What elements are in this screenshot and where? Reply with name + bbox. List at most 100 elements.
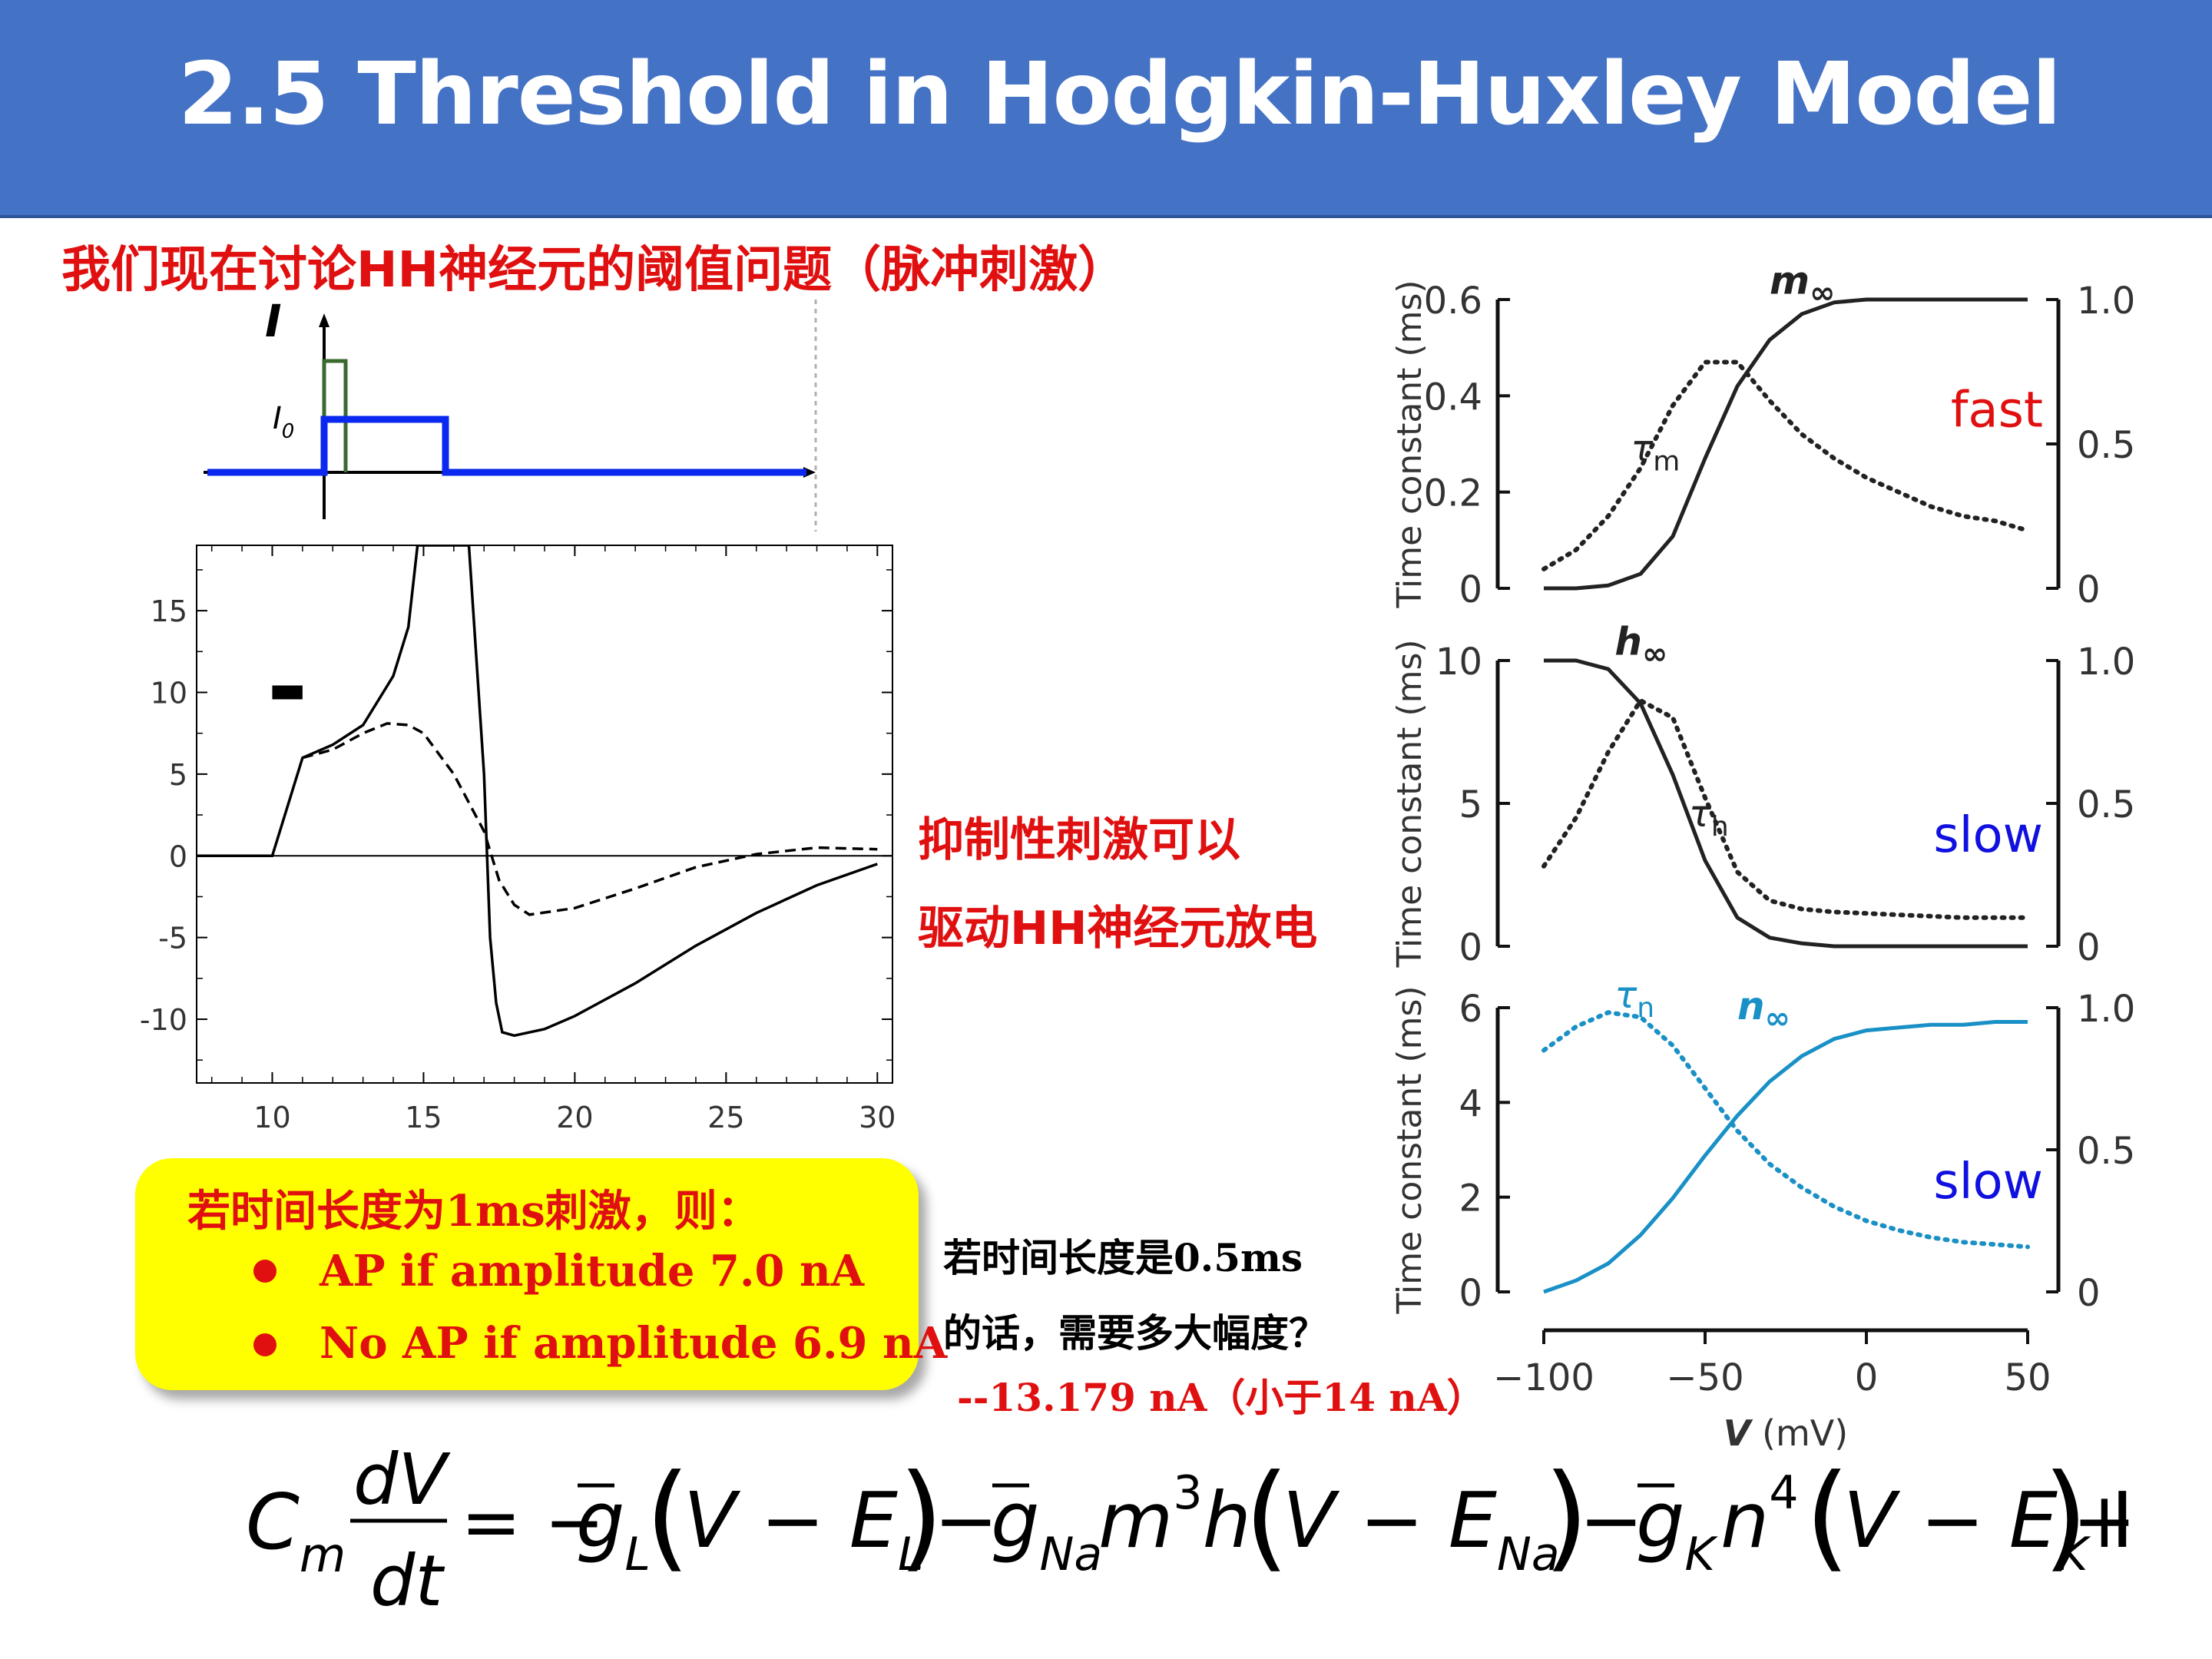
i0-label: I0 bbox=[273, 401, 294, 443]
x-tick-label: −50 bbox=[1666, 1356, 1743, 1399]
svg-text:V − EL: V − EL bbox=[684, 1475, 923, 1581]
steady-state-curve bbox=[1544, 658, 2028, 949]
title-bar: 2.5 Threshold in Hodgkin-Huxley Model bbox=[0, 0, 2212, 218]
eq-denominator: dt bbox=[370, 1540, 445, 1622]
steady-state-curve bbox=[1543, 1020, 2028, 1294]
right-tick-label: 0.5 bbox=[2077, 783, 2135, 826]
x-tick-label: 10 bbox=[253, 1101, 290, 1134]
y-axis-label: Time constant (ms) bbox=[1390, 985, 1429, 1314]
time-constant-curve bbox=[1541, 1010, 2030, 1250]
x-tick-label: 30 bbox=[859, 1101, 896, 1134]
svg-text:V − EK: V − EK bbox=[1843, 1475, 2091, 1581]
svg-text:Cm: Cm bbox=[246, 1477, 346, 1583]
left-tick-label: 10 bbox=[1435, 641, 1482, 684]
stimulus-diagram: I I0 bbox=[204, 295, 817, 531]
svg-text:gNa: gNa bbox=[991, 1475, 1102, 1581]
threshold-callout: 若时间长度为1ms刺激，则： AP if amplitude 7.0 nA No… bbox=[135, 1158, 947, 1390]
right-tick-label: 0.5 bbox=[2077, 424, 2135, 467]
svg-text:−: − bbox=[934, 1475, 998, 1565]
left-tick-label: 0 bbox=[1459, 926, 1482, 969]
voltage-series-solid bbox=[197, 545, 878, 1038]
plot-frame bbox=[196, 545, 893, 1084]
x-tick-label: −100 bbox=[1493, 1356, 1594, 1399]
callout-head: 若时间长度为1ms刺激，则： bbox=[187, 1186, 760, 1237]
right-tick-label: 1.0 bbox=[2077, 988, 2135, 1031]
svg-text:(: ( bbox=[645, 1450, 690, 1584]
right-tick-label: 0 bbox=[2077, 568, 2101, 611]
gating-panel-3: 6 4 2 0 1.0 0.5 0 Time constant (ms) n∞ τn slow bbox=[1390, 974, 2135, 1315]
question-line1: 若时间长度是0.5ms bbox=[943, 1235, 1303, 1280]
right-tick-label: 0.5 bbox=[2077, 1130, 2135, 1173]
y-tick-label: 5 bbox=[169, 758, 187, 792]
bullet-dot bbox=[253, 1333, 276, 1356]
callout-bullet-2: No AP if amplitude 6.9 nA bbox=[320, 1318, 948, 1369]
svg-text:m3h: m3h bbox=[1098, 1466, 1251, 1565]
svg-text:+ I: + I bbox=[2072, 1475, 2135, 1565]
steady-state-label: h∞ bbox=[1614, 620, 1667, 672]
svg-text:): ) bbox=[899, 1450, 944, 1584]
long-pulse bbox=[207, 416, 806, 476]
answer-text: --13.179 nA（小于14 nA） bbox=[957, 1375, 1485, 1420]
hh-equation: Cm dV dt = − gL ( V − EL ) − gNa m3h ( V… bbox=[246, 1439, 2135, 1622]
svg-text:gK: gK bbox=[1636, 1475, 1718, 1581]
eq-c-sub: m bbox=[300, 1527, 346, 1583]
left-tick-label: 0.4 bbox=[1424, 376, 1482, 419]
left-tick-label: 5 bbox=[1459, 783, 1482, 826]
inhibit-note-line1: 抑制性刺激可以 bbox=[918, 813, 1240, 867]
voltage-trace-plot: 15 10 5 0 -5 -10 10 15 20 25 30 bbox=[140, 545, 896, 1134]
svg-text:−: − bbox=[1579, 1475, 1644, 1565]
x-tick-label: 20 bbox=[556, 1101, 593, 1134]
speed-label: slow bbox=[1933, 1154, 2043, 1210]
steady-state-label: m∞ bbox=[1770, 258, 1835, 310]
time-constant-label: τn bbox=[1614, 974, 1654, 1024]
time-constant-label: τh bbox=[1689, 793, 1729, 843]
svg-text:V − ENa: V − ENa bbox=[1283, 1475, 1560, 1581]
left-tick-label: 0.6 bbox=[1424, 280, 1482, 323]
svg-text:): ) bbox=[1544, 1450, 1589, 1584]
eq-c: C bbox=[246, 1477, 300, 1567]
y-tick-label: -10 bbox=[140, 1003, 187, 1037]
y-tick-label: 10 bbox=[151, 676, 187, 710]
right-tick-label: 0 bbox=[2077, 926, 2101, 969]
y-axis-label: Time constant (ms) bbox=[1390, 639, 1429, 968]
eq-equals: = − bbox=[461, 1481, 604, 1565]
inhibit-note-line2: 驱动HH神经元放电 bbox=[918, 902, 1318, 955]
svg-text:(: ( bbox=[1805, 1450, 1850, 1584]
gating-panel-1: 0.6 0.4 0.2 0 1.0 0.5 0 Time constant (ms) m∞ τm f… bbox=[1390, 258, 2135, 611]
speed-label: fast bbox=[1951, 382, 2043, 439]
right-tick-label: 1.0 bbox=[2077, 641, 2135, 684]
svg-text:gL: gL bbox=[576, 1475, 651, 1581]
left-tick-label: 2 bbox=[1459, 1177, 1482, 1220]
callout-bullet-1: AP if amplitude 7.0 nA bbox=[320, 1246, 865, 1296]
svg-text:(: ( bbox=[1244, 1450, 1290, 1584]
speed-label: slow bbox=[1933, 807, 2043, 864]
right-tick-label: 1.0 bbox=[2077, 280, 2135, 323]
x-tick-label: 25 bbox=[707, 1101, 744, 1134]
question-line2: 的话，需要多大幅度？ bbox=[943, 1310, 1327, 1356]
slide-title: 2.5 Threshold in Hodgkin-Huxley Model bbox=[178, 45, 2061, 144]
svg-text:n4: n4 bbox=[1720, 1466, 1799, 1565]
x-axis-label: V (mV) bbox=[1724, 1412, 1848, 1452]
right-tick-label: 0 bbox=[2077, 1272, 2101, 1315]
current-axis-label: I bbox=[265, 295, 282, 347]
x-tick-label: 0 bbox=[1855, 1356, 1879, 1399]
gating-panel-2: 10 5 0 1.0 0.5 0 Time constant (ms) h∞ τh slow bbox=[1390, 620, 2135, 969]
svg-text:): ) bbox=[2043, 1450, 2088, 1584]
y-tick-label: 15 bbox=[151, 594, 187, 628]
eq-numerator: dV bbox=[353, 1439, 451, 1521]
bullet-dot bbox=[253, 1260, 276, 1283]
left-tick-label: 0.2 bbox=[1424, 472, 1482, 515]
left-tick-label: 0 bbox=[1459, 568, 1482, 611]
left-tick-label: 4 bbox=[1459, 1082, 1482, 1125]
y-tick-label: 0 bbox=[169, 839, 187, 873]
section-heading: 我们现在讨论HH神经元的阈值问题（脉冲刺激） bbox=[61, 242, 1128, 299]
left-tick-label: 6 bbox=[1459, 988, 1482, 1031]
y-axis-label: Time constant (ms) bbox=[1390, 280, 1429, 608]
steady-state-curve bbox=[1544, 297, 2028, 591]
left-tick-label: 0 bbox=[1459, 1272, 1482, 1315]
time-constant-curve bbox=[1541, 359, 2030, 571]
steady-state-label: n∞ bbox=[1737, 984, 1790, 1036]
x-tick-label: 15 bbox=[405, 1101, 442, 1134]
time-constant-curve bbox=[1541, 697, 2030, 920]
time-constant-label: τm bbox=[1631, 428, 1680, 478]
